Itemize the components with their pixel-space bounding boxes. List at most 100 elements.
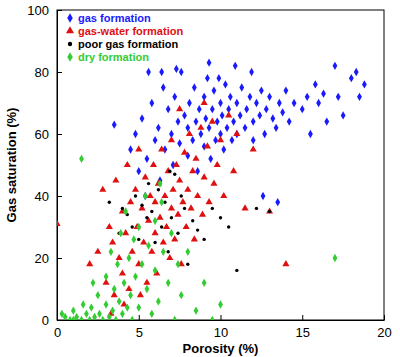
point: [149, 310, 154, 318]
x-tick-label: 5: [136, 325, 143, 340]
point: [223, 80, 228, 88]
point: [113, 316, 118, 320]
point: [174, 65, 179, 73]
point: [107, 313, 112, 320]
point: [145, 217, 152, 223]
point: [176, 232, 179, 235]
point: [197, 124, 204, 130]
point: [231, 117, 236, 125]
point: [146, 68, 151, 76]
point: [109, 248, 114, 256]
point: [132, 186, 139, 192]
point: [157, 188, 160, 191]
point: [145, 155, 150, 163]
x-tick-label: 15: [296, 325, 310, 340]
point: [210, 316, 215, 320]
y-axis: 020406080100: [27, 3, 62, 328]
point: [264, 105, 269, 113]
point: [215, 117, 220, 125]
point: [214, 161, 221, 167]
point: [324, 117, 329, 125]
plot-frame: [57, 10, 384, 320]
point: [60, 310, 65, 318]
point: [194, 117, 199, 125]
point: [199, 210, 206, 216]
point: [176, 260, 181, 268]
point: [152, 198, 159, 204]
point: [112, 176, 119, 182]
point: [183, 223, 190, 229]
series-points: [112, 59, 367, 207]
point: [81, 300, 86, 308]
x-axis-line: [58, 320, 385, 321]
y-tick-label: 40: [35, 189, 49, 204]
point: [300, 105, 305, 113]
y-tick: 80: [35, 65, 62, 80]
point: [250, 145, 257, 151]
point: [172, 316, 177, 320]
point: [188, 204, 195, 210]
point: [122, 279, 127, 287]
point: [190, 136, 195, 144]
point: [230, 167, 237, 173]
point: [195, 167, 200, 175]
point: [172, 93, 177, 101]
point: [146, 241, 151, 249]
y-tick: 0: [42, 313, 62, 328]
point: [210, 179, 217, 185]
point: [220, 111, 225, 119]
point: [174, 210, 181, 216]
point: [180, 194, 183, 197]
point: [208, 155, 213, 163]
point: [121, 207, 124, 210]
point: [147, 182, 150, 185]
point: [99, 186, 106, 192]
point: [341, 111, 346, 119]
point: [254, 99, 259, 107]
point: [262, 130, 267, 138]
point: [137, 291, 144, 297]
point: [97, 310, 102, 318]
point: [79, 155, 84, 163]
point: [181, 148, 188, 154]
point: [249, 68, 254, 76]
point: [176, 176, 183, 182]
point: [283, 86, 288, 94]
point: [87, 316, 92, 320]
point: [182, 111, 187, 119]
point: [127, 254, 132, 262]
point: [333, 254, 338, 262]
point: [161, 192, 168, 198]
x-tick-mark: [139, 315, 140, 320]
y-tick-label: 60: [35, 127, 49, 142]
point: [142, 173, 149, 179]
point: [133, 130, 138, 138]
legend-entry: gas-water formation: [66, 25, 183, 37]
point: [266, 207, 273, 213]
point: [140, 114, 145, 122]
point: [166, 250, 169, 253]
point: [110, 307, 115, 315]
point: [108, 201, 111, 204]
point: [207, 59, 212, 67]
point: [100, 316, 105, 320]
y-tick: 100: [27, 3, 62, 18]
point: [257, 111, 262, 119]
point: [270, 114, 275, 122]
point: [153, 241, 156, 244]
point: [143, 279, 150, 285]
point: [145, 216, 148, 219]
point: [156, 214, 163, 220]
point: [191, 235, 198, 241]
point: [86, 260, 93, 266]
point: [89, 303, 94, 311]
legend-entry: dry formation: [67, 51, 149, 63]
point: [153, 136, 158, 144]
point: [168, 170, 171, 173]
point: [218, 99, 223, 107]
legend-label: poor gas formation: [78, 38, 179, 50]
point: [150, 161, 157, 167]
chart: 05101520020406080100gas formationgas-wat…: [0, 0, 400, 357]
point: [248, 93, 253, 101]
point: [187, 99, 192, 107]
